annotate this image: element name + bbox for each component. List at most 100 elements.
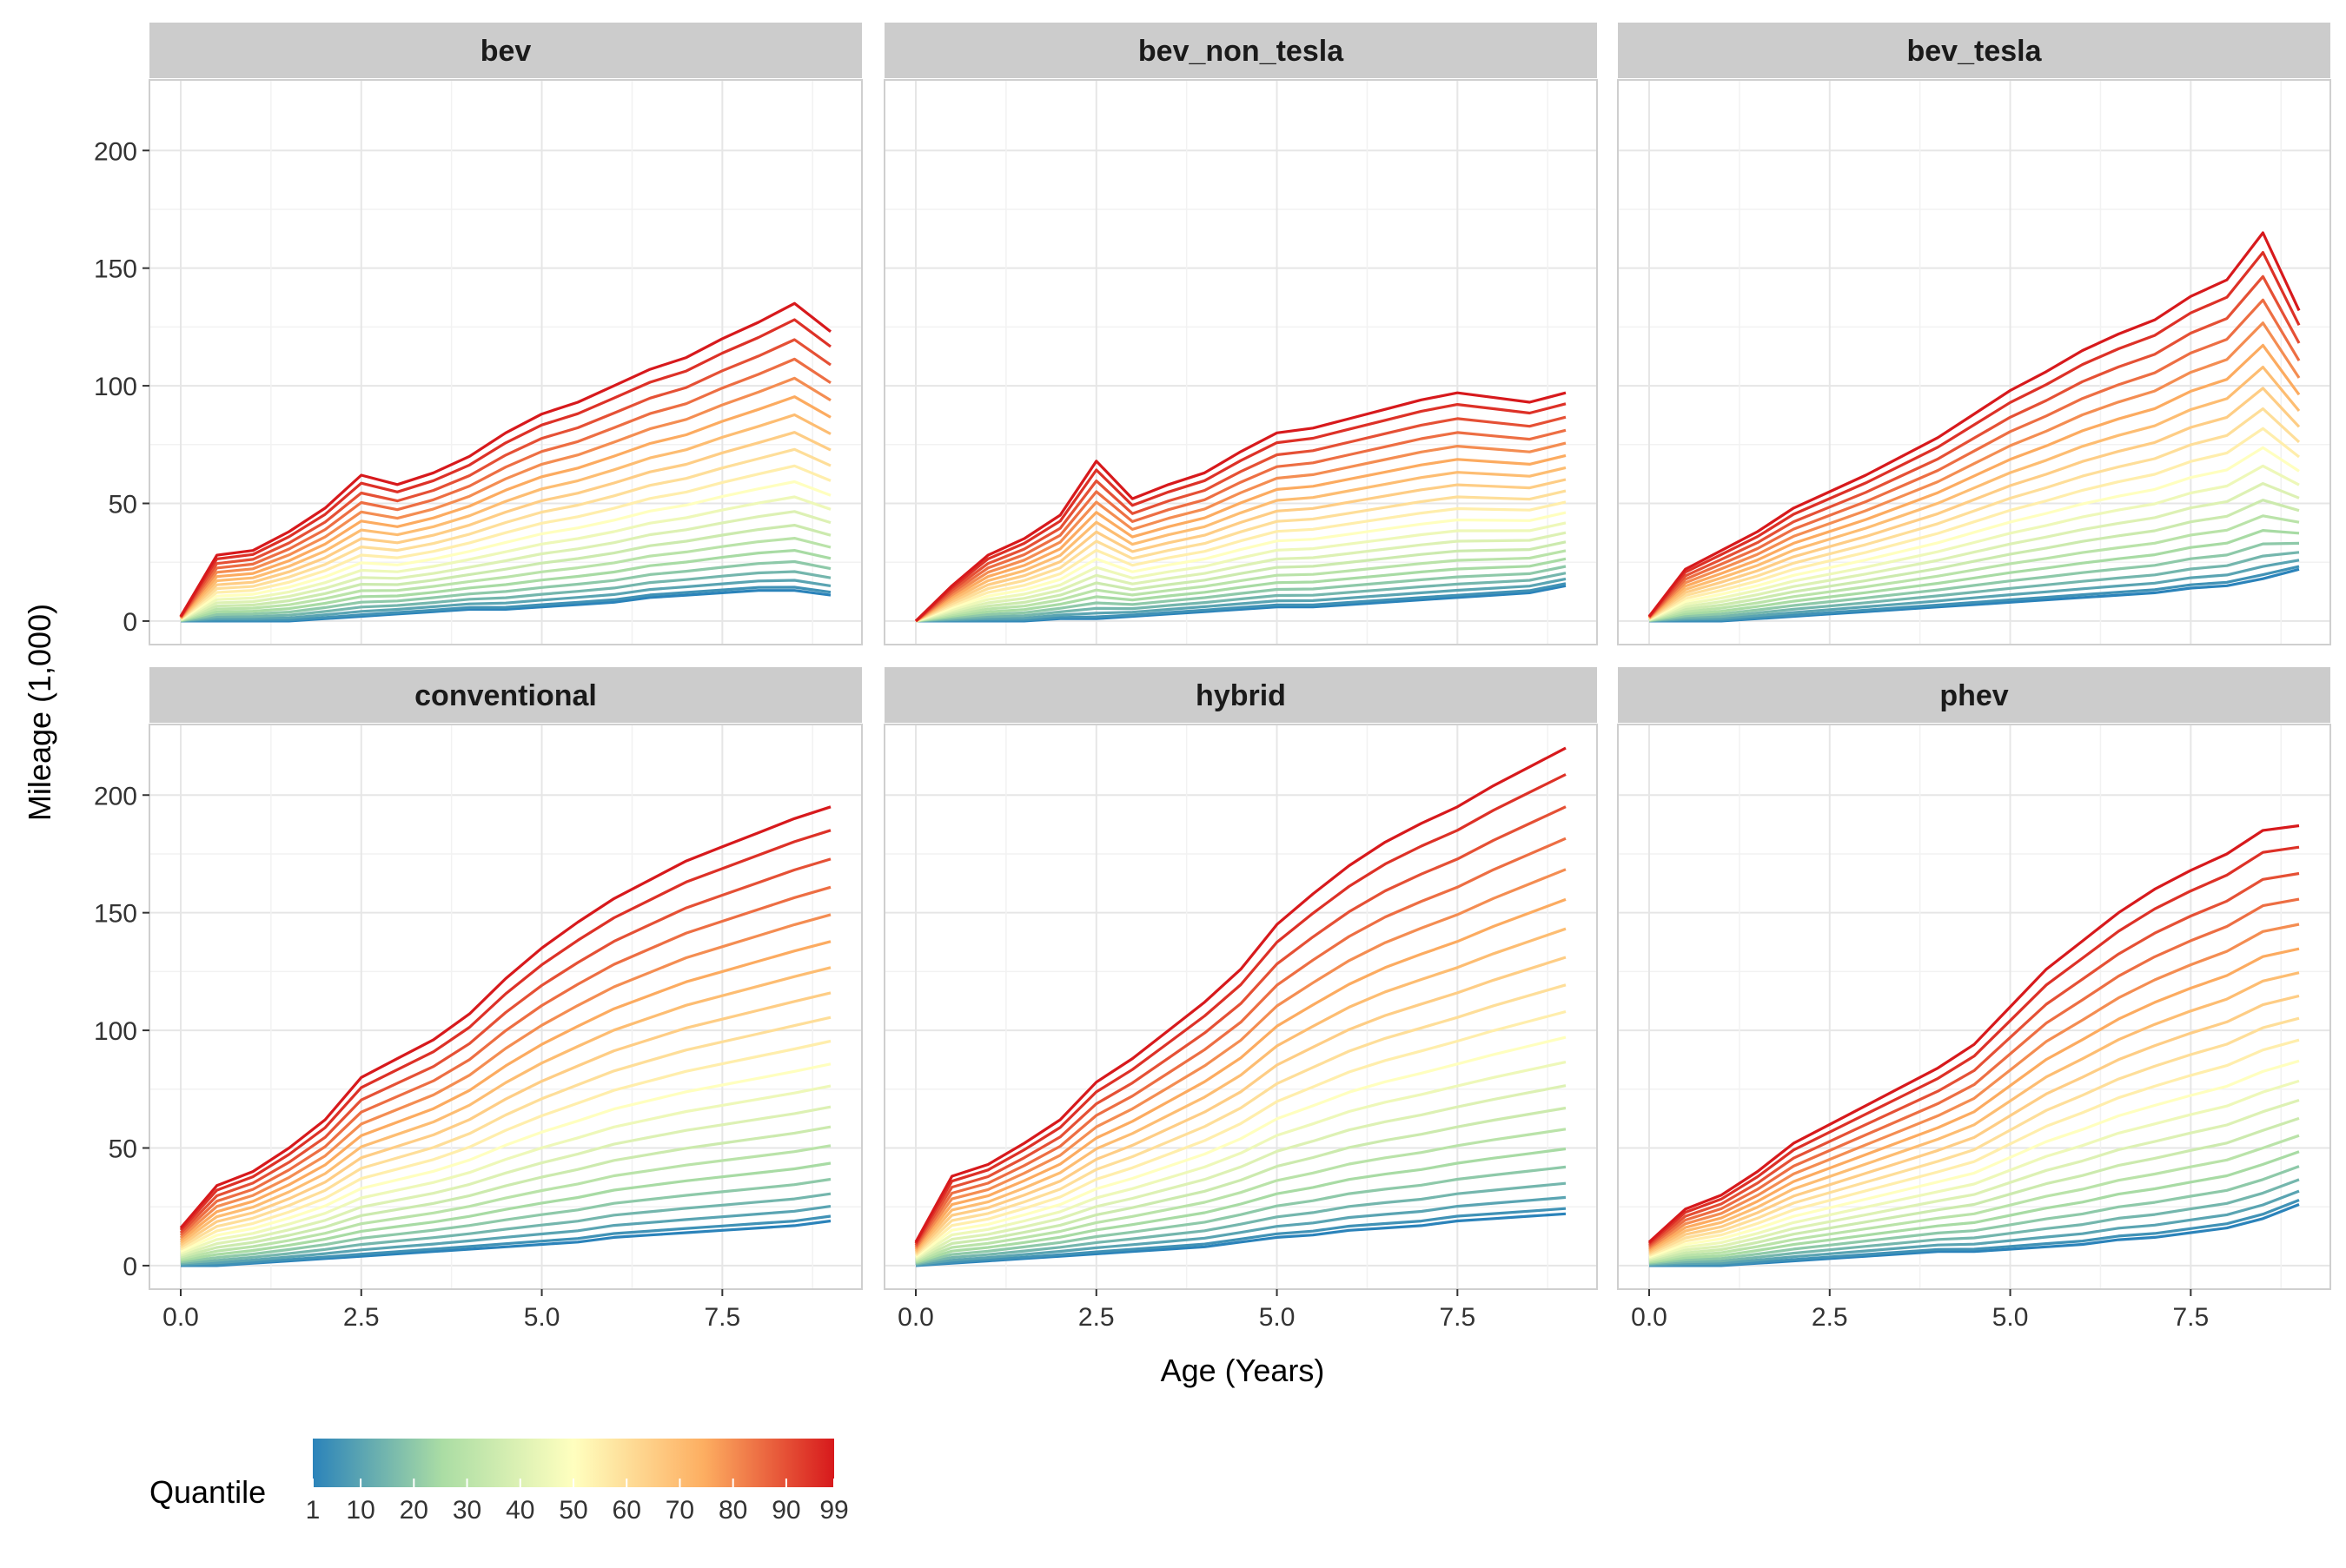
quantile-line-q75 [914,897,1567,1251]
quantile-line-q65 [1648,994,2300,1254]
x-tick-label: 2.5 [343,1303,380,1332]
quantile-line-q20 [180,1177,832,1264]
y-tick-label: 100 [94,373,137,401]
quantile-line-q70 [180,966,832,1244]
panel-border [884,79,1598,645]
quantile-lines [179,805,832,1267]
quantile-line-q65 [179,431,832,620]
quantile-line-q50 [1648,446,2300,621]
facet-strip [885,667,1597,723]
y-tick-label: 0 [123,1253,137,1281]
quantile-line-q80 [1648,923,2300,1250]
quantile-line-q55 [180,464,832,620]
quantile-line-q45 [180,495,832,621]
y-tick-label: 150 [94,255,137,284]
x-tick-label: 7.5 [704,1303,740,1332]
quantile-line-q40 [1648,481,2300,621]
quantile-line-q75 [915,453,1567,623]
panels-layer: bev 0 50 100 150 200 bev_non_tesla bev_teslacon… [94,23,2331,1332]
quantile-line-q80 [915,441,1567,623]
facet-strip-label: conventional [414,679,597,712]
quantile-line-q75 [179,395,832,619]
y-tick-label: 150 [94,900,137,929]
quantile-line-q80 [1647,321,2301,619]
quantile-line-q80 [914,868,1567,1249]
quantile-line-q70 [1648,366,2301,619]
quantile-line-q50 [915,1035,1567,1258]
quantile-line-q50 [180,1062,832,1253]
facet-strip-label: hybrid [1196,679,1286,712]
quantile-line-q25 [1648,528,2300,622]
facet-strip [149,667,862,723]
quantile-line-q50 [1648,1059,2300,1259]
facet-strip [885,23,1597,78]
quantile-line-q50 [915,511,1567,623]
quantile-line-q85 [179,357,832,619]
quantile-line-q85 [915,428,1567,623]
x-tick-label: 2.5 [1078,1303,1115,1332]
gridlines [149,724,862,1289]
quantile-line-q55 [180,1039,832,1251]
quantile-line-q5 [1648,565,2300,623]
quantile-line-q60 [915,489,1567,623]
quantile-line-q65 [180,991,832,1247]
quantile-line-q45 [915,521,1567,623]
quantile-lines [1647,231,2301,623]
x-tick-label: 0.0 [898,1303,934,1332]
quantile-line-q30 [1648,514,2300,622]
panel-border [1617,724,2331,1290]
x-tick-label: 5.0 [524,1303,560,1332]
quantile-line-q75 [180,940,832,1241]
x-tick-label: 7.5 [2172,1303,2209,1332]
quantile-line-q55 [1648,1038,2300,1257]
quantile-line-q99 [179,805,832,1229]
quantile-line-q30 [915,549,1567,623]
x-tick-label: 7.5 [1439,1303,1475,1332]
quantile-line-q20 [915,565,1567,623]
y-tick-label: 200 [94,782,137,810]
quantile-line-q30 [1648,1134,2300,1263]
quantile-line-q35 [180,523,832,622]
quantile-line-q90 [914,805,1567,1247]
quantile-line-q95 [1647,251,2301,618]
quantile-line-q35 [180,1125,832,1259]
quantile-line-q60 [1648,407,2301,620]
quantile-line-q70 [914,927,1567,1253]
quantile-line-q65 [1648,387,2301,620]
quantile-line-q15 [180,570,832,623]
quantile-line-q99 [914,746,1567,1243]
quantile-line-q20 [1648,541,2300,622]
legend-tick-label: 1 [306,1496,321,1525]
quantile-lines [179,301,832,623]
panel-border [1617,79,2331,645]
quantile-line-q5 [915,1207,1567,1267]
quantile-lines [914,746,1567,1267]
x-tick-label: 0.0 [1631,1303,1667,1332]
quantile-line-q5 [180,1214,832,1267]
facet-strip-label: bev [480,35,532,68]
y-tick-label: 200 [94,137,137,166]
quantile-line-q60 [179,447,832,620]
quantile-line-q35 [915,1106,1567,1262]
legend-title: Quantile [149,1474,266,1510]
quantile-line-q99 [914,391,1567,623]
quantile-line-q45 [1648,464,2300,621]
x-tick-label: 2.5 [1812,1303,1848,1332]
quantile-line-q40 [180,1105,832,1257]
quantile-line-q25 [180,548,832,622]
quantile-line-q25 [915,1147,1567,1264]
quantile-line-q95 [914,773,1567,1245]
legend-ticks: 1 10 20 30 40 50 60 70 80 90 99 [306,1479,849,1525]
quantile-line-q20 [1648,1165,2300,1265]
y-tick-label: 100 [94,1017,137,1046]
y-tick-label: 0 [123,608,137,637]
quantile-line-q25 [1648,1150,2300,1264]
quantile-line-q30 [180,1144,832,1260]
quantile-line-q95 [179,318,832,618]
panel-border [884,724,1598,1290]
quantile-line-q60 [180,1016,832,1248]
quantile-line-q70 [1648,971,2300,1253]
legend-tick-label: 40 [506,1496,534,1525]
